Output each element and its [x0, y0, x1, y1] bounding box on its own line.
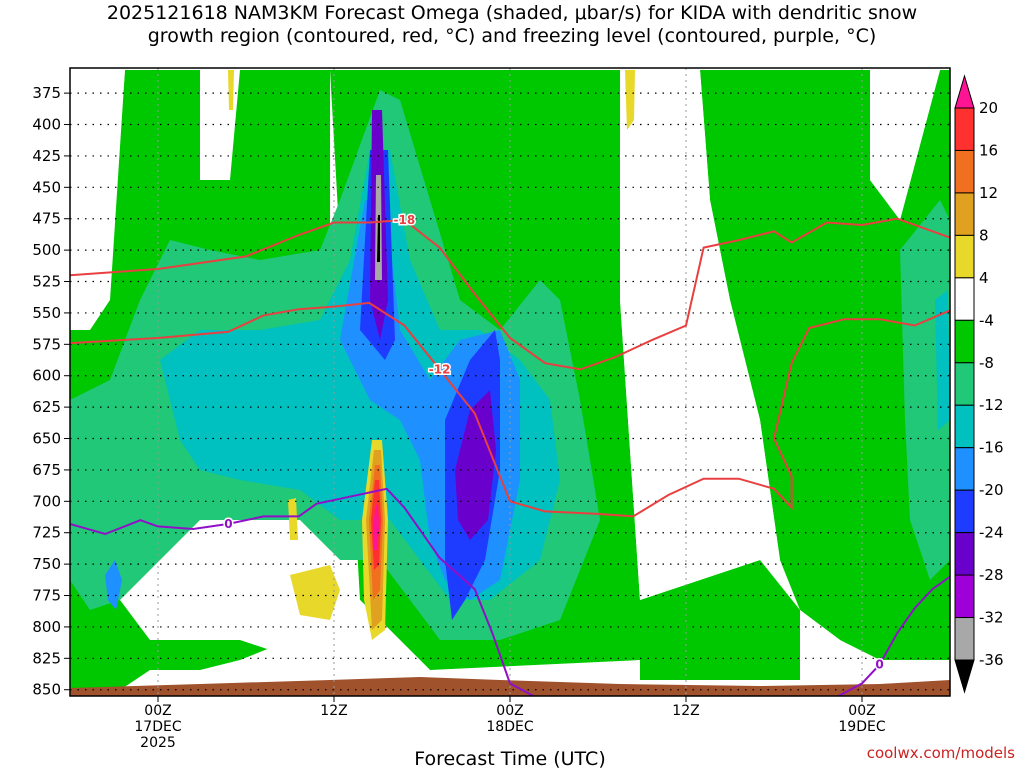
- omega-shade-yellow-4: [228, 70, 234, 110]
- colorbar-label: -20: [979, 481, 1004, 499]
- x-tick-label: 2025: [140, 735, 176, 751]
- y-tick-label: 650: [32, 430, 61, 448]
- colorbar-swatch: [954, 192, 975, 236]
- colorbar-label: -8: [979, 354, 994, 372]
- title-line-2: growth region (contoured, red, °C) and f…: [147, 25, 877, 47]
- colorbar-label: 16: [979, 141, 998, 159]
- colorbar-label: -36: [979, 651, 1004, 669]
- y-tick-label: 775: [32, 587, 61, 605]
- contour-labels: -18 -12 0 0: [223, 211, 886, 673]
- y-tick-label: 425: [32, 147, 61, 165]
- y-axis: 375 400 425 450 475 500 525 550 575 600 625 650 675 7…: [32, 84, 70, 699]
- contour-line: [70, 487, 536, 696]
- omega-shade-white-2: [200, 70, 230, 180]
- grid-lines: [70, 68, 950, 696]
- omega-shade-white-3: [620, 70, 780, 600]
- y-tick-label: 800: [32, 618, 61, 636]
- colorbar-label: -28: [979, 566, 1004, 584]
- credit-text: coolwx.com/models: [867, 744, 1015, 762]
- colorbar-label: 4: [979, 269, 989, 287]
- contour-label: -18: [394, 213, 416, 227]
- y-tick-label: 600: [32, 367, 61, 385]
- y-tick-label: 675: [32, 461, 61, 479]
- contour-line: [70, 301, 950, 518]
- y-tick-label: 400: [32, 116, 61, 134]
- y-tick-label: 625: [32, 398, 61, 416]
- colorbar-label: -32: [979, 609, 1004, 627]
- colorbar-swatch: [954, 532, 975, 576]
- y-tick-label: 500: [32, 241, 61, 259]
- title-line-1: 2025121618 NAM3KM Forecast Omega (shaded…: [106, 2, 918, 24]
- omega-shade-cyan-right: [935, 290, 950, 430]
- x-tick-label: 00Z: [848, 703, 875, 719]
- colorbar: 20 16 12 8 4 -4 -8 -12 -16 -20 -24 -28 -32 -36: [954, 74, 1004, 694]
- y-tick-label: 850: [32, 681, 61, 699]
- chart-title: 2025121618 NAM3KM Forecast Omega (shaded…: [0, 2, 1024, 48]
- omega-shade-yellow-2: [288, 498, 298, 540]
- omega-shade-yellow-3: [625, 70, 635, 130]
- colorbar-label: 8: [979, 226, 989, 244]
- omega-shade-pink: [373, 505, 379, 550]
- contour-line: [836, 575, 950, 696]
- omega-shade-white-4: [870, 70, 940, 220]
- omega-shade-white-lower: [120, 520, 430, 670]
- contour-label: 0: [875, 658, 883, 672]
- contour-label: -12: [429, 362, 451, 376]
- y-tick-label: 375: [32, 84, 61, 102]
- colorbar-swatch: [954, 319, 975, 364]
- omega-shade-white-1: [70, 70, 125, 300]
- x-tick-label: 19DEC: [838, 719, 885, 735]
- y-tick-label: 725: [32, 524, 61, 542]
- colorbar-swatch: [954, 447, 975, 491]
- colorbar-label: -24: [979, 524, 1004, 542]
- y-tick-label: 700: [32, 492, 61, 510]
- x-tick-label: 00Z: [144, 703, 171, 719]
- y-tick-label: 575: [32, 335, 61, 353]
- colorbar-label: -16: [979, 439, 1004, 457]
- x-axis-title: Forecast Time (UTC): [414, 748, 605, 768]
- colorbar-swatch: [954, 404, 975, 449]
- contour-lines: [70, 217, 950, 696]
- x-tick-label: 17DEC: [134, 719, 181, 735]
- colorbar-swatch: [954, 617, 975, 661]
- colorbar-label: -4: [979, 311, 994, 329]
- y-tick-label: 550: [32, 304, 61, 322]
- y-tick-label: 450: [32, 178, 61, 196]
- omega-shade-lightblue-small: [105, 560, 122, 610]
- y-tick-label: 750: [32, 555, 61, 573]
- colorbar-label: 20: [979, 99, 998, 117]
- omega-shade-green-right-2: [640, 560, 800, 680]
- omega-shade-purple-2: [455, 390, 496, 540]
- x-tick-label: 12Z: [320, 703, 347, 719]
- colorbar-arrow-top: [954, 74, 975, 109]
- x-tick-label: 18DEC: [486, 719, 533, 735]
- x-tick-label: 12Z: [672, 703, 699, 719]
- y-tick-label: 825: [32, 649, 61, 667]
- x-tick-label: 00Z: [496, 703, 523, 719]
- colorbar-swatch: [954, 574, 975, 619]
- omega-shade-yellow: [290, 565, 340, 620]
- y-tick-label: 525: [32, 273, 61, 291]
- contour-label: 0: [224, 517, 232, 531]
- colorbar-arrow-bottom: [954, 659, 975, 694]
- colorbar-swatch: [954, 362, 975, 406]
- y-tick-label: 475: [32, 210, 61, 228]
- colorbar-swatch: [954, 149, 975, 194]
- colorbar-swatch: [954, 489, 975, 534]
- colorbar-label: -12: [979, 396, 1004, 414]
- colorbar-swatch: [954, 277, 975, 321]
- omega-shade-teal-right: [900, 200, 950, 580]
- colorbar-label: 12: [979, 184, 998, 202]
- colorbar-swatch: [954, 234, 975, 279]
- omega-shade-white-bottom-right: [800, 610, 950, 680]
- colorbar-swatch: [954, 107, 975, 151]
- shading-layer: [70, 70, 950, 696]
- contour-line: [70, 217, 950, 371]
